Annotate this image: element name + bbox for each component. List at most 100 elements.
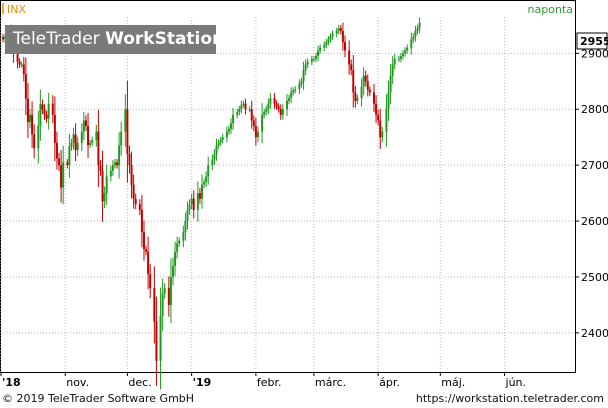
candle-body [134,198,137,205]
candle-body [60,165,63,188]
candle-body [343,42,346,51]
candle-body [252,120,255,127]
candle-body [360,86,363,99]
candle-body [406,47,409,51]
candle-body [182,232,185,241]
candle-body [329,36,332,40]
candle-body [397,58,400,60]
candle-body [414,30,417,37]
candle-body [120,131,123,146]
candle-body [350,64,353,71]
candle-body [142,232,145,250]
candle-body [95,131,98,140]
plot-area[interactable] [0,0,576,373]
candle-body [205,176,208,182]
candle-body [126,109,129,154]
symbol-label: INX [7,3,26,16]
x-tick-label: ápr. [379,376,400,389]
candle-body [2,37,5,40]
candle-body [381,131,384,138]
candle-body [174,251,177,266]
candle-body [242,103,245,105]
candle-body [217,142,220,146]
candle-body [261,114,264,132]
candle-body [337,28,340,31]
candle-body [176,243,179,252]
candle-body [89,142,92,146]
candle-body [84,120,87,127]
candle-body [124,109,127,132]
candle-body [31,114,34,135]
candle-body [323,44,326,48]
candle-body [372,92,375,104]
candle-body [178,240,181,244]
candle-body [43,109,46,115]
candle-body [76,142,79,151]
candle-body [306,61,309,65]
candle-body [244,103,247,110]
y-tick-label: 2600 [581,215,608,228]
candle-body [362,75,365,87]
candle-body [288,98,291,101]
candle-body [352,70,355,93]
candle-body [132,184,135,199]
source-url[interactable]: https://workstation.teletrader.com [415,392,604,405]
candle-body [192,198,195,210]
candle-body [230,123,233,129]
last-price-label: 2955 [580,35,608,48]
candle-body [232,114,235,124]
candle-body [335,30,338,34]
candle-body [221,137,224,140]
candle-body [354,92,357,101]
y-tick-label: 2400 [581,327,608,340]
candle-body [45,114,48,119]
candle-body [68,146,71,166]
candle-body [325,42,328,45]
candle-body [82,120,85,132]
y-tick-label: 2900 [581,47,608,60]
candle-body [103,193,106,202]
candle-body [236,112,239,115]
x-tick-label: '19 [193,376,212,389]
brand-watermark-bold: WorkStation [105,29,225,49]
candle-body [105,176,108,194]
candle-body [74,134,77,151]
candle-body [37,126,40,149]
candle-body [379,120,382,138]
candle-body [111,165,114,171]
brand-watermark: TeleTrader WorkStation [5,25,224,54]
candle-body [277,106,280,110]
candle-body [366,81,369,90]
candle-body [128,153,131,166]
candles [2,17,421,390]
candle-body [281,109,284,115]
candle-body [418,22,421,29]
candle-body [53,114,56,143]
candle-body [279,109,282,115]
candle-body [203,181,206,185]
candle-body [256,131,259,138]
candle-body [155,321,158,361]
candle-body [167,288,170,305]
candle-body [416,28,419,31]
candle-body [389,75,392,93]
candle-body [145,249,148,252]
candle-body [18,61,21,65]
y-tick-label: 2800 [581,103,608,116]
x-tick-label: nov. [66,376,89,389]
candle-body [254,126,257,138]
candle-body [201,184,204,199]
candle-body [356,98,359,101]
candle-body [41,104,44,110]
candle-body [319,47,322,51]
candle-body [393,58,396,65]
candle-body [99,165,102,171]
x-tick-label: máj. [441,376,465,389]
candle-body [153,288,156,322]
candle-body [190,198,193,205]
candle-body [186,209,189,222]
candle-body [267,103,270,110]
candle-body [225,131,228,138]
candle-body [171,265,174,277]
